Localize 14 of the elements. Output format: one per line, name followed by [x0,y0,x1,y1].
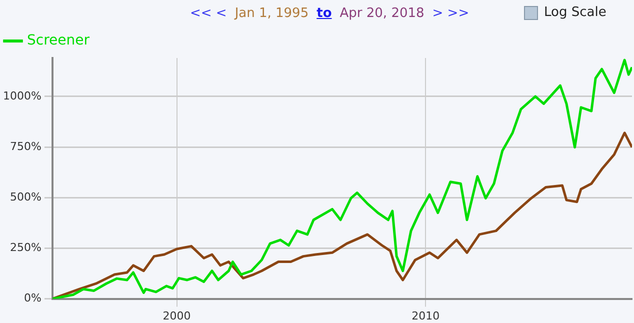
y-tick-label: 1000% [2,89,42,102]
y-tick-label: 500% [10,190,42,204]
text: to [316,6,332,21]
text: Log Scale [544,5,606,20]
text: Apr 20, 2018 [340,6,424,21]
y-tick-label: 0% [24,292,42,305]
legend-label: Screener [27,32,90,49]
text: << < [190,6,227,21]
text: Jan 1, 1995 [234,6,309,21]
x-tick-label: 2010 [412,309,440,322]
x-tick-label: 2000 [162,309,191,322]
y-tick-label: 750% [10,140,42,153]
y-tick-label: 250% [10,241,42,254]
text: > >> [432,6,470,21]
